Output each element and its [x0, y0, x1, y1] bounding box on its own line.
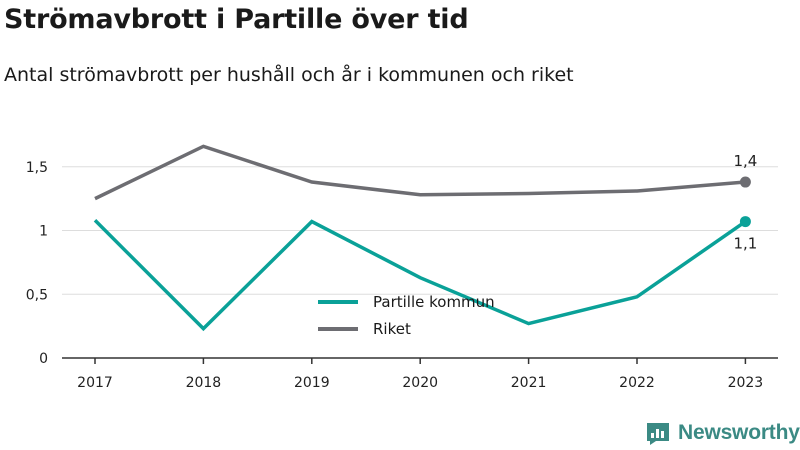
y-axis: 0 0,5 1 1,5 [26, 160, 48, 367]
legend: Partille kommun Riket [318, 288, 495, 342]
newsworthy-logo-icon [647, 423, 669, 445]
end-labels: 1,4 1,1 [733, 152, 757, 253]
series-line-riket [94, 144, 746, 201]
brand-name: Newsworthy [678, 421, 800, 444]
grid-lines [62, 166, 778, 295]
x-tick-label: 2023 [728, 375, 764, 391]
x-tick-label: 2018 [186, 375, 222, 391]
series-line-kommun [93, 219, 747, 332]
x-tick-label: 2022 [619, 375, 655, 391]
end-label-riket: 1,4 [733, 152, 757, 170]
x-axis: 2017 2018 2019 2020 2021 2022 2023 [62, 357, 778, 391]
end-point-kommun [739, 216, 751, 228]
legend-swatch-riket [318, 326, 358, 331]
legend-label-kommun: Partille kommun [373, 292, 495, 311]
legend-item-riket: Riket [318, 315, 495, 342]
series-lines [93, 144, 751, 332]
x-tick-label: 2020 [402, 375, 438, 391]
x-tick-label: 2019 [294, 375, 330, 391]
chart-subtitle: Antal strömavbrott per hushåll och år i … [4, 64, 574, 86]
x-tick-label: 2021 [511, 375, 547, 391]
y-tick-label: 0,5 [26, 287, 48, 303]
y-tick-label: 0 [39, 351, 48, 367]
x-tick-label: 2017 [77, 375, 113, 391]
legend-item-kommun: Partille kommun [318, 288, 495, 315]
chart-title: Strömavbrott i Partille över tid [4, 4, 469, 35]
end-label-kommun: 1,1 [733, 235, 757, 253]
brand: Newsworthy [645, 420, 800, 446]
y-tick-label: 1,5 [26, 160, 48, 176]
legend-label-riket: Riket [373, 319, 411, 338]
legend-swatch-kommun [318, 299, 358, 304]
y-tick-label: 1 [39, 224, 48, 240]
end-point-riket [739, 176, 751, 188]
